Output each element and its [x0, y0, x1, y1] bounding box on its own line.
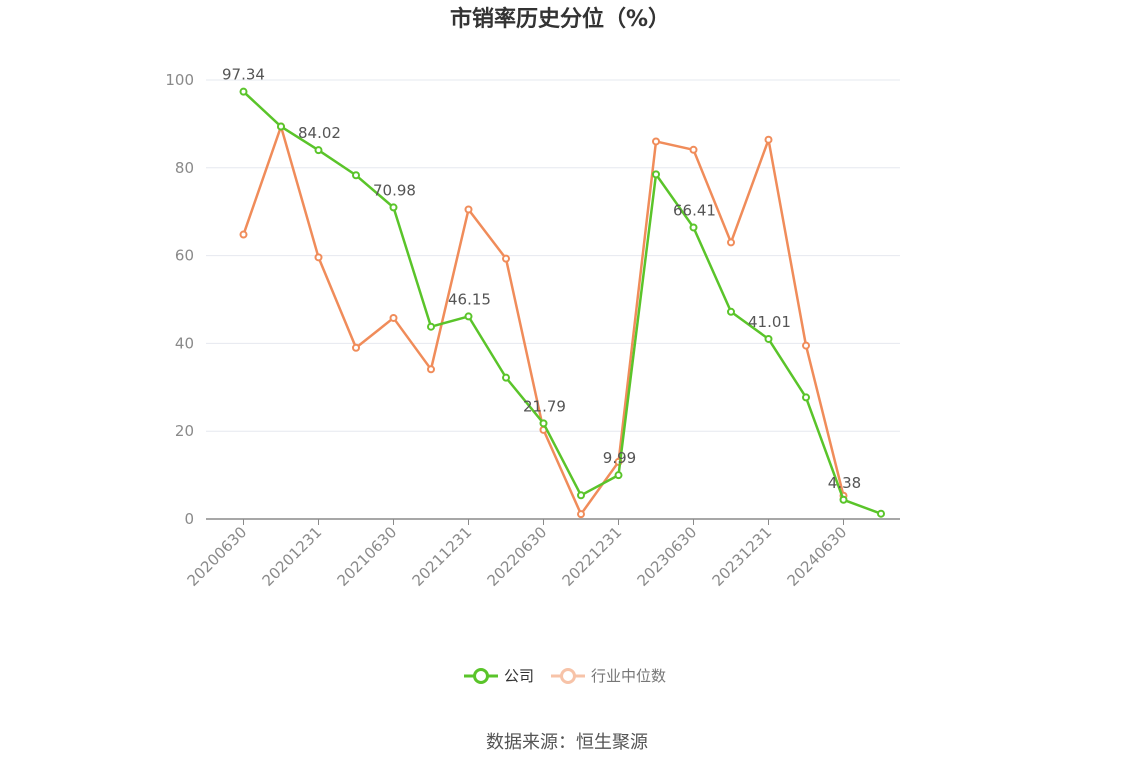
data-point[interactable]	[464, 205, 473, 214]
series-company	[239, 87, 885, 518]
y-tick-label: 80	[175, 159, 194, 177]
y-tick-label: 0	[184, 510, 194, 528]
data-labels: 97.34 84.02 70.98 46.15 21.79 9.99 66.41 41.01 4…	[222, 66, 861, 492]
legend-item-industry[interactable]: 行业中位数	[551, 667, 666, 685]
series-industry-median	[239, 122, 848, 519]
data-label: 4.38	[828, 474, 861, 492]
data-point[interactable]	[389, 203, 398, 212]
x-tick-label: 20230630	[634, 523, 701, 590]
data-point[interactable]	[727, 307, 735, 316]
data-label: 9.99	[603, 449, 636, 467]
data-point[interactable]	[689, 145, 698, 154]
x-tick-label: 20211231	[409, 523, 476, 590]
chart-title: 市销率历史分位（%）	[450, 6, 670, 32]
data-label: 41.01	[748, 313, 791, 331]
data-point[interactable]	[652, 170, 660, 179]
series-layer	[239, 87, 885, 519]
x-tick-label: 20201231	[259, 523, 326, 590]
data-label: 84.02	[298, 124, 341, 142]
data-point[interactable]	[764, 334, 773, 343]
data-point[interactable]	[314, 253, 323, 262]
data-point[interactable]	[352, 343, 360, 352]
data-point[interactable]	[689, 223, 698, 232]
data-label: 46.15	[448, 290, 491, 308]
data-point[interactable]	[839, 495, 848, 504]
legend-label-industry: 行业中位数	[591, 667, 666, 685]
x-tick-label: 20221231	[559, 523, 626, 590]
data-point[interactable]	[502, 254, 510, 263]
data-point[interactable]	[502, 373, 510, 382]
y-tick-label: 20	[175, 422, 194, 440]
x-tick-label: 20200630	[184, 523, 251, 590]
data-point[interactable]	[614, 471, 623, 480]
data-point[interactable]	[277, 122, 285, 131]
legend-label-company: 公司	[504, 667, 534, 685]
legend: 公司 行业中位数	[464, 667, 666, 685]
data-point[interactable]	[427, 322, 435, 331]
data-point[interactable]	[389, 313, 398, 322]
data-point[interactable]	[652, 137, 660, 146]
data-point[interactable]	[239, 87, 248, 96]
y-tick-label: 100	[165, 71, 194, 89]
data-point[interactable]	[764, 135, 773, 144]
data-point[interactable]	[427, 365, 435, 374]
data-point[interactable]	[239, 230, 248, 239]
data-point[interactable]	[802, 341, 810, 350]
x-tick-label: 20210630	[334, 523, 401, 590]
data-label: 21.79	[523, 397, 566, 415]
data-point[interactable]	[802, 393, 810, 402]
data-point[interactable]	[877, 509, 885, 518]
legend-item-company[interactable]: 公司	[464, 667, 534, 685]
data-label: 66.41	[673, 201, 716, 219]
data-label: 70.98	[373, 181, 416, 199]
series-line	[242, 90, 882, 515]
data-point[interactable]	[464, 312, 473, 321]
data-point[interactable]	[539, 419, 548, 428]
legend-marker-industry	[560, 668, 576, 684]
x-tick-label: 20231231	[709, 523, 776, 590]
data-source: 数据来源：恒生聚源	[486, 732, 648, 753]
data-point[interactable]	[314, 146, 323, 155]
y-tick-label: 40	[175, 334, 194, 352]
data-point[interactable]	[727, 238, 735, 247]
y-tick-label: 60	[175, 247, 194, 265]
x-tick-label: 20220630	[484, 523, 551, 590]
data-label: 97.34	[222, 66, 265, 84]
data-point[interactable]	[352, 171, 360, 180]
data-point[interactable]	[577, 491, 585, 500]
data-point[interactable]	[577, 510, 585, 519]
x-tick-label: 20240630	[784, 523, 851, 590]
legend-marker-company	[473, 668, 489, 684]
